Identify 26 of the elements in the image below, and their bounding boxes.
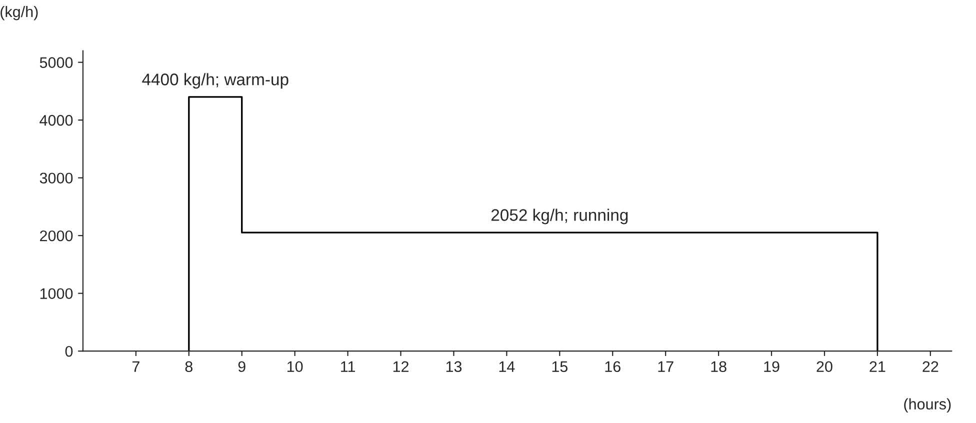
x-tick-label: 9 — [238, 361, 246, 372]
annotation: 2052 kg/h; running — [491, 208, 628, 224]
x-tick-label: 8 — [185, 361, 192, 372]
annotation: 4400 kg/h; warm-up — [142, 73, 288, 89]
x-tick-label: 21 — [870, 361, 886, 372]
y-axis-title: (kg/h) — [0, 6, 38, 20]
x-tick-label: 7 — [132, 361, 140, 372]
x-tick-label: 10 — [287, 361, 303, 372]
x-tick-label: 15 — [552, 361, 568, 372]
x-tick-label: 16 — [605, 361, 620, 372]
x-tick-label: 19 — [764, 361, 780, 372]
y-tick-label: 3000 — [40, 172, 73, 184]
y-tick-label: 2000 — [40, 230, 73, 242]
x-tick-label: 11 — [341, 361, 355, 372]
x-tick-label: 20 — [816, 361, 832, 372]
x-tick-label: 17 — [658, 361, 674, 372]
x-tick-label: 13 — [446, 361, 462, 372]
x-tick-label: 18 — [711, 361, 726, 372]
x-tick-label: 14 — [499, 361, 515, 372]
y-tick-label: 5000 — [40, 57, 73, 68]
y-tick-label: 1000 — [40, 288, 73, 300]
y-tick-label: 4000 — [40, 114, 73, 126]
y-tick-label: 0 — [65, 346, 73, 357]
x-tick-label: 12 — [393, 361, 408, 372]
x-axis-title: (hours) — [904, 398, 951, 413]
x-tick-label: 22 — [922, 361, 938, 372]
